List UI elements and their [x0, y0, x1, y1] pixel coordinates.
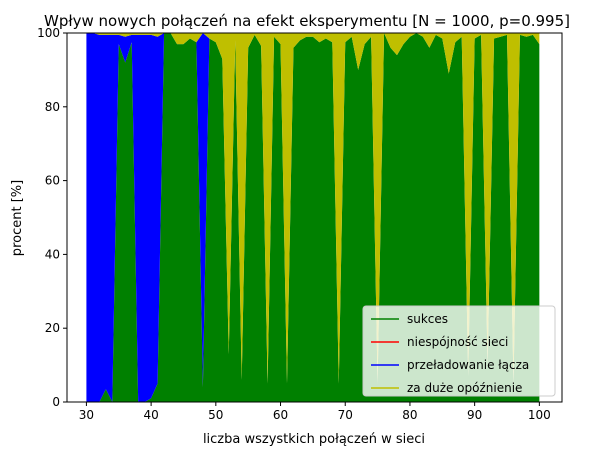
x-tick-label: 80	[402, 408, 417, 422]
legend-label: sukces	[407, 312, 448, 326]
plot-frame	[66, 32, 563, 403]
y-tick-label: 100	[37, 26, 60, 40]
area-series-2	[86, 33, 540, 402]
y-tick-label: 80	[45, 100, 60, 114]
x-tick-label: 50	[208, 408, 223, 422]
legend-box	[362, 305, 556, 397]
y-axis-ticks: 0 20 40 60 80 100	[37, 26, 67, 409]
legend-label: przeładowanie łącza	[407, 358, 529, 372]
legend-label: za duże opóźnienie	[407, 381, 522, 395]
x-tick-label: 90	[467, 408, 482, 422]
y-tick-label: 0	[52, 395, 60, 409]
x-axis-ticks: 30 40 50 60 70 80 90 100	[79, 402, 551, 422]
x-tick-label: 30	[79, 408, 94, 422]
x-tick-label: 100	[528, 408, 551, 422]
x-tick-label: 70	[338, 408, 353, 422]
y-axis-label: procent [%]	[10, 180, 25, 256]
legend: sukces niespójność sieci przeładowanie łąc…	[362, 305, 556, 397]
y-tick-label: 20	[45, 321, 60, 335]
legend-label: niespójność sieci	[407, 335, 508, 349]
x-tick-label: 40	[143, 408, 158, 422]
x-tick-label: 60	[273, 408, 288, 422]
y-tick-label: 60	[45, 174, 60, 188]
y-tick-label: 40	[45, 247, 60, 261]
x-axis-label: liczba wszystkich połączeń w sieci	[203, 432, 425, 447]
chart-title: Wpływ nowych połączeń na efekt eksperyme…	[44, 12, 570, 30]
